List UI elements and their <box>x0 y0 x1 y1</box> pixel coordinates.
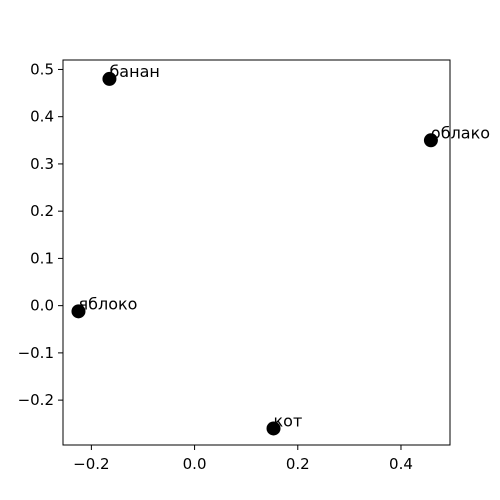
x-tick-label: 0.0 <box>183 455 207 473</box>
plot-frame <box>62 59 451 446</box>
data-points <box>71 71 438 436</box>
data-point <box>266 421 281 436</box>
point-label: яблоко <box>78 294 137 313</box>
x-tick-label: 0.4 <box>389 455 413 473</box>
data-point <box>71 304 86 319</box>
data-point <box>102 71 117 86</box>
data-labels: банан облако яблоко кот <box>78 62 490 431</box>
plot-area <box>63 60 450 445</box>
point-label: облако <box>431 123 490 142</box>
x-tick-label: −0.2 <box>73 455 109 473</box>
y-tick-label: 0.3 <box>30 155 54 173</box>
x-axis-ticks: −0.2 0.0 0.2 0.4 <box>73 445 413 473</box>
y-tick-label: −0.2 <box>18 391 54 409</box>
point-label: банан <box>109 62 159 81</box>
y-tick-label: 0.0 <box>30 297 54 315</box>
y-tick-label: −0.1 <box>18 344 54 362</box>
y-tick-label: 0.2 <box>30 202 54 220</box>
x-tick-label: 0.2 <box>286 455 310 473</box>
point-label: кот <box>274 411 303 430</box>
y-axis-ticks: −0.2 −0.1 0.0 0.1 0.2 0.3 0.4 0.5 <box>18 60 63 409</box>
y-tick-label: 0.4 <box>30 108 54 126</box>
y-tick-label: 0.1 <box>30 249 54 267</box>
data-point <box>423 133 438 148</box>
y-tick-label: 0.5 <box>30 60 54 78</box>
